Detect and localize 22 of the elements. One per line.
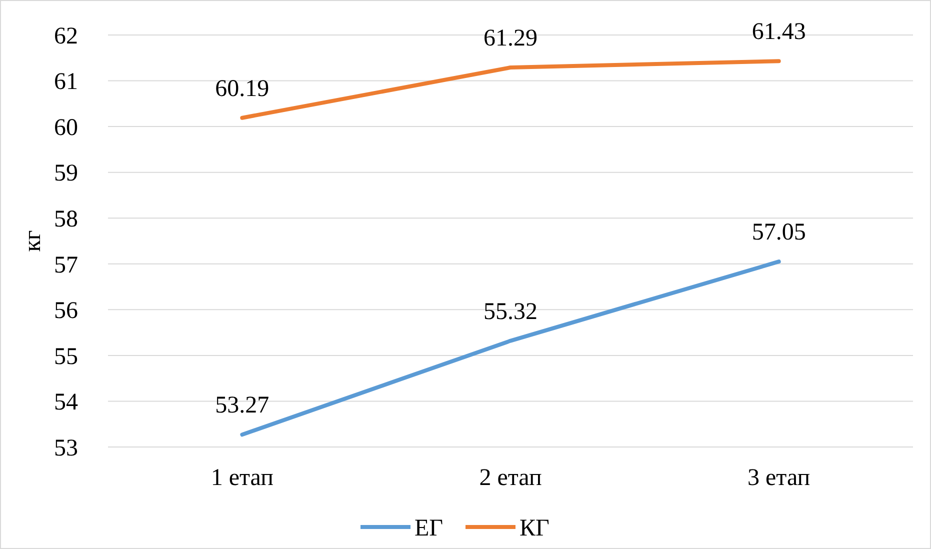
y-tick-label: 53 (54, 435, 78, 462)
data-label: 60.19 (215, 76, 270, 102)
data-label: 53.27 (215, 392, 270, 419)
y-tick-label: 55 (54, 344, 78, 370)
data-label: 55.32 (484, 298, 538, 325)
legend-label: КГ (520, 515, 550, 542)
y-tick-label: 59 (54, 160, 78, 187)
legend-label: ЕГ (414, 515, 444, 542)
y-tick-label: 57 (54, 252, 78, 278)
data-label: 57.05 (752, 220, 806, 246)
x-tick-label: 2 етап (479, 465, 542, 491)
y-tick-label: 56 (54, 298, 78, 324)
y-tick-label: 62 (54, 23, 78, 50)
x-tick-label: 1 етап (210, 465, 274, 491)
y-axis-title: кг (20, 230, 46, 252)
y-tick-label: 58 (54, 206, 78, 233)
y-tick-label: 60 (54, 114, 78, 141)
data-label: 61.43 (752, 19, 806, 46)
y-tick-label: 54 (54, 390, 78, 416)
y-tick-label: 61 (54, 69, 78, 96)
data-label: 61.29 (484, 26, 538, 52)
x-tick-label: 3 етап (748, 465, 810, 491)
